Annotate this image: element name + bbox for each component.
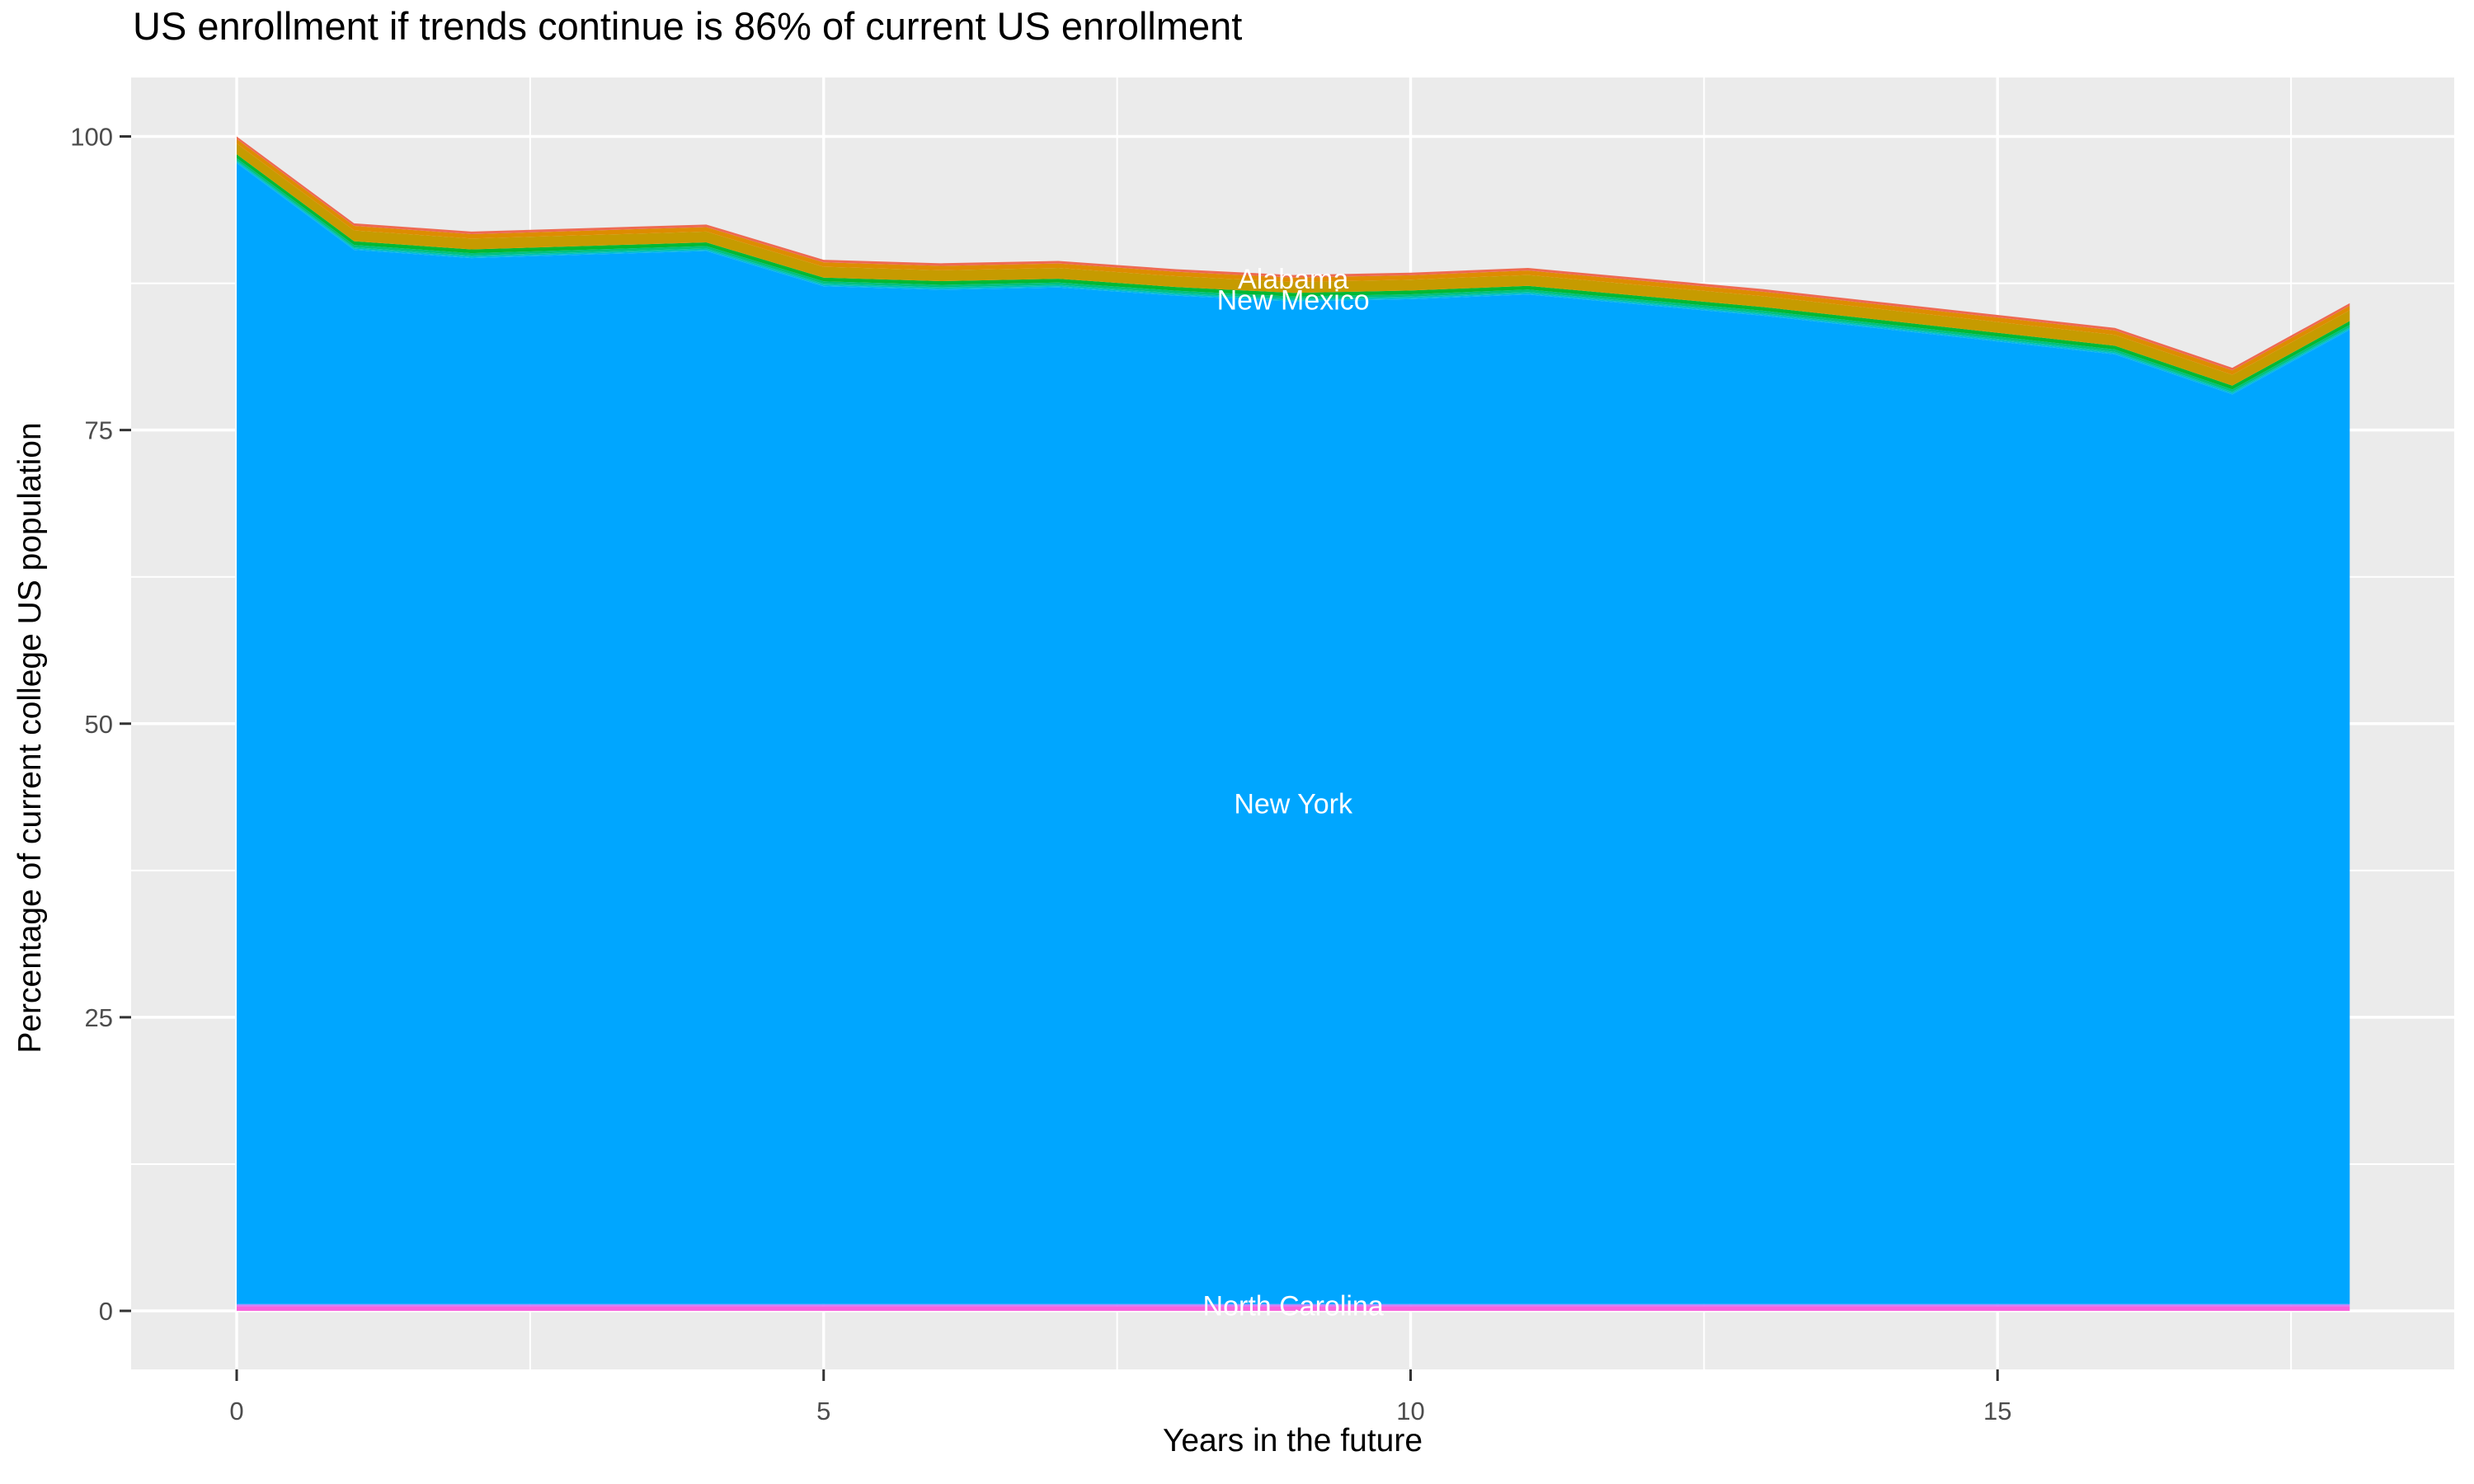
area-label-north-carolina: North Carolina <box>1203 1291 1384 1322</box>
area-layer-2 <box>237 1303 2350 1306</box>
y-tick-label-1: 25 <box>85 1003 113 1032</box>
y-tick-label-0: 0 <box>99 1297 113 1326</box>
x-tick-label-0: 0 <box>229 1397 243 1425</box>
area-layer-north-carolina <box>237 1306 2350 1311</box>
area-label-new-york: New York <box>1234 789 1353 820</box>
y-tick-label-3: 75 <box>85 416 113 445</box>
area-label-new-mexico: New Mexico <box>1217 285 1370 317</box>
x-tick-label-2: 10 <box>1396 1397 1424 1425</box>
x-axis-title: Years in the future <box>1162 1423 1423 1458</box>
x-tick-label-1: 5 <box>816 1397 830 1425</box>
y-tick-label-2: 50 <box>85 710 113 739</box>
chart-title: US enrollment if trends continue is 86% … <box>133 4 1243 48</box>
area-layer-1 <box>237 1305 2350 1307</box>
area-label-alabama: Alabama <box>1238 264 1348 295</box>
y-tick-label-4: 100 <box>70 123 113 152</box>
x-tick-label-3: 15 <box>1983 1397 2011 1425</box>
area-layer-new-york <box>237 162 2350 1304</box>
